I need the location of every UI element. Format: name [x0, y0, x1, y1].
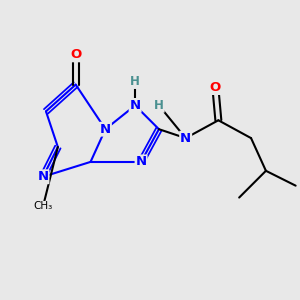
Text: N: N — [38, 170, 49, 183]
Text: O: O — [70, 48, 81, 62]
Text: H: H — [130, 75, 140, 88]
Text: N: N — [100, 123, 111, 136]
Text: CH₃: CH₃ — [33, 202, 52, 212]
Text: N: N — [136, 155, 147, 168]
Text: N: N — [130, 99, 141, 112]
Text: N: N — [180, 132, 191, 145]
Text: O: O — [210, 81, 221, 94]
Text: H: H — [154, 99, 164, 112]
